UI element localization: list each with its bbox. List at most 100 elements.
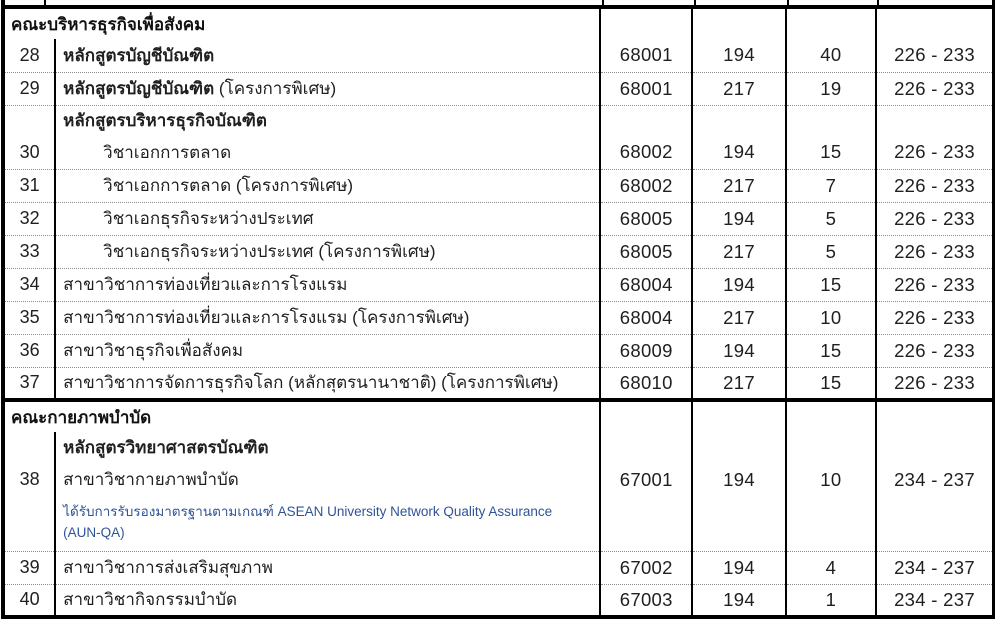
quota-cell: 5 — [784, 202, 877, 236]
quota-cell: 15 — [784, 136, 877, 170]
program-code-cell: 68005 — [599, 235, 693, 269]
curriculum-name-cell: หลักสูตรบริหารธุรกิจบัณฑิต — [54, 105, 601, 136]
empty-cell — [691, 398, 786, 432]
program-row: 39 สาขาวิชาการส่งเสริมสุขภาพ 67002 194 4 234 … — [3, 551, 994, 585]
program-code-cell: 68004 — [599, 268, 693, 302]
accreditation-note-line2: (AUN-QA) — [63, 525, 125, 541]
program-row: 28 หลักสูตรบัญชีบัณฑิต 68001 194 40 226 - 233 — [3, 39, 994, 73]
empty-cell — [784, 496, 877, 552]
page-range-cell: 226 - 233 — [875, 367, 994, 400]
row-number-cell — [3, 496, 56, 552]
row-number-cell — [3, 105, 55, 136]
page-range-cell: 226 - 233 — [875, 39, 994, 73]
faculty-section-row: คณะบริหารธุรกิจเพื่อสังคม — [3, 5, 994, 39]
row-number-cell: 31 — [3, 169, 56, 203]
row-number-cell: 30 — [3, 136, 56, 170]
page-range-cell: 226 - 233 — [875, 169, 994, 203]
row-number-cell: 33 — [3, 235, 56, 269]
page-range-cell: 234 - 237 — [875, 463, 994, 496]
program-code-cell: 68009 — [599, 334, 693, 368]
column-line-stub — [787, 0, 789, 5]
program-name-text: วิชาเอกธุรกิจระหว่างประเทศ (โครงการพิเศษ… — [103, 242, 436, 261]
program-name-cell: หลักสูตรบัญชีบัณฑิต — [54, 39, 601, 73]
quota-cell: 10 — [784, 301, 877, 335]
page-range-cell: 226 - 233 — [875, 235, 994, 269]
previous-row-sliver — [1, 0, 995, 5]
faculty-title-cell: คณะบริหารธุรกิจเพื่อสังคม — [3, 5, 601, 39]
page-range-cell: 226 - 233 — [875, 334, 994, 368]
program-name-cell: สาขาวิชาการท่องเที่ยวและการโรงแรม — [54, 268, 601, 302]
faculty-section-row: คณะกายภาพบำบัด — [3, 398, 994, 432]
empty-cell — [599, 496, 693, 552]
program-name-text: สาขาวิชาการท่องเที่ยวและการโรงแรม (โครงก… — [63, 308, 470, 327]
faculty-title-cell: คณะกายภาพบำบัด — [3, 398, 601, 432]
score-cell: 194 — [691, 584, 786, 617]
program-name-cell: สาขาวิชาการส่งเสริมสุขภาพ — [54, 551, 601, 585]
curriculum-subheader-row: หลักสูตรบริหารธุรกิจบัณฑิต — [3, 105, 994, 136]
program-row: 32 วิชาเอกธุรกิจระหว่างประเทศ 68005 194 5 226… — [3, 202, 994, 236]
program-name-text: วิชาเอกการตลาด — [103, 142, 232, 162]
score-cell: 217 — [691, 235, 786, 269]
empty-cell — [599, 398, 693, 432]
row-number-cell: 39 — [3, 551, 56, 585]
score-cell: 217 — [691, 301, 786, 335]
program-name-text: สาขาวิชาการจัดการธุรกิจโลก (หลักสุตรนานา… — [63, 373, 559, 393]
program-code-cell: 68002 — [599, 169, 693, 203]
row-number-cell: 37 — [19, 372, 40, 393]
admissions-table: คณะบริหารธุรกิจเพื่อสังคม 28 หลักสูตรบัญชี… — [1, 5, 995, 619]
page-range-cell: 226 - 233 — [875, 136, 994, 170]
empty-cell — [784, 105, 877, 136]
score-cell: 194 — [691, 136, 786, 170]
program-name-cell: วิชาเอกธุรกิจระหว่างประเทศ (โครงการพิเศษ… — [54, 235, 601, 269]
empty-cell — [784, 5, 877, 39]
row-number-cell: 29 — [3, 72, 56, 106]
score-cell: 194 — [691, 334, 786, 368]
empty-cell — [691, 432, 786, 463]
quota-cell: 10 — [784, 463, 877, 496]
quota-cell: 19 — [784, 72, 877, 106]
program-name-cell: สาขาวิชาการจัดการธุรกิจโลก (หลักสุตรนานา… — [54, 367, 601, 400]
quota-cell: 5 — [784, 235, 877, 269]
program-code-cell: 68002 — [599, 136, 693, 170]
page-range-cell: 226 - 233 — [875, 202, 994, 236]
program-name-cell: วิชาเอกธุรกิจระหว่างประเทศ — [54, 202, 601, 236]
program-name-text: สาขาวิชาธุรกิจเพื่อสังคม — [63, 341, 244, 360]
curriculum-name-text: หลักสูตรบริหารธุรกิจบัณฑิต — [63, 111, 267, 131]
program-name-text: สาขาวิชากายภาพบำบัด — [63, 470, 239, 489]
program-code-cell: 67002 — [599, 551, 693, 585]
score-cell: 217 — [691, 367, 786, 400]
program-name-cell: วิชาเอกการตลาด (โครงการพิเศษ) — [54, 169, 601, 203]
program-name-cell: วิชาเอกการตลาด — [54, 136, 601, 170]
program-row: 33 วิชาเอกธุรกิจระหว่างประเทศ (โครงการพิเ… — [3, 235, 994, 269]
column-line-stub — [877, 0, 879, 5]
column-line-stub — [694, 0, 696, 5]
program-name-text: สาขาวิชาการส่งเสริมสุขภาพ — [63, 558, 274, 577]
empty-cell — [784, 398, 877, 432]
row-number-cell: 34 — [3, 268, 56, 302]
quota-cell: 1 — [784, 584, 877, 617]
program-name-text: หลักสูตรบัญชีบัณฑิต — [63, 79, 215, 98]
page-range-cell: 226 - 233 — [875, 301, 994, 335]
accreditation-note-cell: ได้รับการรับรองมาตรฐานตามเกณฑ์ ASEAN Uni… — [54, 496, 601, 552]
empty-cell — [875, 105, 994, 136]
empty-cell — [784, 432, 877, 463]
empty-cell — [599, 432, 693, 463]
table-right-border — [992, 0, 995, 5]
quota-cell: 4 — [784, 551, 877, 585]
page-range-cell: 226 - 233 — [875, 268, 994, 302]
program-row: 38 สาขาวิชากายภาพบำบัด 67001 194 10 234 - 237 — [3, 463, 994, 496]
program-name-text: สาขาวิชากิจกรรมบำบัด — [63, 590, 238, 610]
curriculum-name-text: หลักสูตรวิทยาศาสตรบัณฑิต — [63, 438, 269, 457]
program-name-cell: สาขาวิชาธุรกิจเพื่อสังคม — [54, 334, 601, 368]
accreditation-note-row: ได้รับการรับรองมาตรฐานตามเกณฑ์ ASEAN Uni… — [3, 496, 994, 552]
curriculum-subheader-row: หลักสูตรวิทยาศาสตรบัณฑิต — [3, 432, 994, 463]
program-row: 30 วิชาเอกการตลาด 68002 194 15 226 - 233 — [3, 136, 994, 170]
score-cell: 217 — [691, 72, 786, 106]
quota-cell: 15 — [784, 367, 877, 400]
row-number-cell — [3, 432, 55, 463]
quota-cell: 15 — [784, 334, 877, 368]
program-code-cell: 68001 — [599, 72, 693, 106]
program-code-cell: 68001 — [599, 39, 693, 73]
empty-cell — [691, 105, 786, 136]
score-cell: 194 — [691, 202, 786, 236]
